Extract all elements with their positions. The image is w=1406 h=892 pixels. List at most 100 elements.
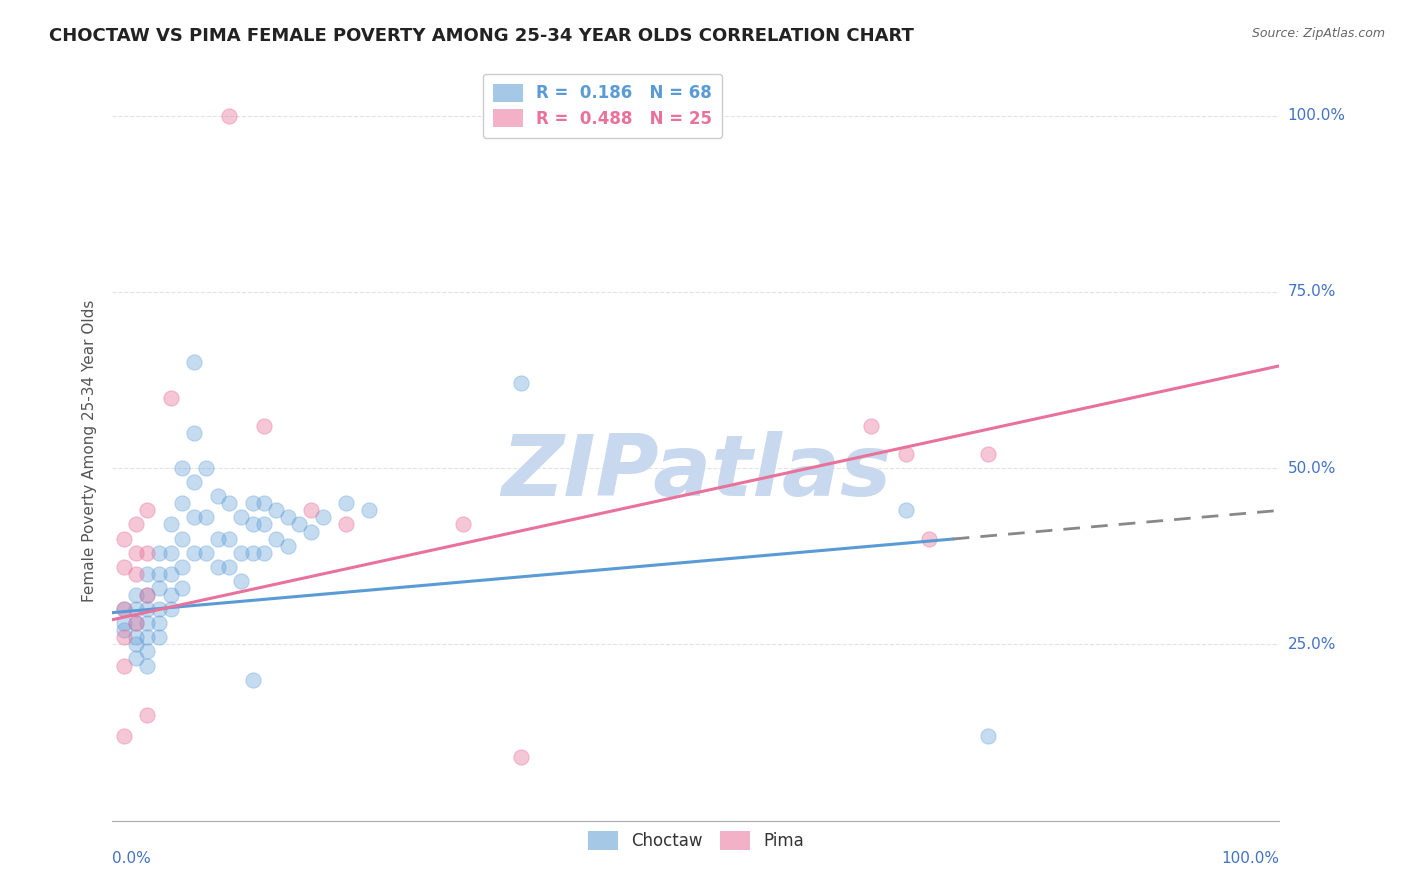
Point [148, 602, 170, 616]
Point [112, 602, 135, 616]
Point [299, 503, 322, 517]
Point [172, 581, 194, 595]
Point [242, 673, 264, 687]
Point [172, 461, 194, 475]
Point [194, 510, 217, 524]
Point [218, 109, 240, 123]
Point [125, 517, 148, 532]
Point [125, 651, 148, 665]
Point [311, 510, 333, 524]
Point [148, 546, 170, 560]
Point [242, 546, 264, 560]
Text: Source: ZipAtlas.com: Source: ZipAtlas.com [1251, 27, 1385, 40]
Point [183, 355, 205, 369]
Point [918, 532, 941, 546]
Point [112, 559, 135, 574]
Point [136, 503, 159, 517]
Text: 25.0%: 25.0% [1288, 637, 1336, 652]
Point [183, 475, 205, 490]
Point [112, 532, 135, 546]
Point [125, 588, 148, 602]
Point [509, 750, 531, 764]
Point [136, 630, 159, 644]
Point [125, 637, 148, 651]
Point [207, 532, 229, 546]
Point [136, 658, 159, 673]
Point [218, 496, 240, 510]
Point [136, 616, 159, 631]
Text: ZIPatlas: ZIPatlas [501, 431, 891, 514]
Point [242, 517, 264, 532]
Point [359, 503, 381, 517]
Point [112, 658, 135, 673]
Point [509, 376, 531, 391]
Point [136, 644, 159, 658]
Point [229, 574, 252, 588]
Point [264, 532, 287, 546]
Point [136, 707, 159, 722]
Point [253, 496, 276, 510]
Point [451, 517, 474, 532]
Point [136, 566, 159, 581]
Point [136, 588, 159, 602]
Point [136, 546, 159, 560]
Point [136, 588, 159, 602]
Point [125, 630, 148, 644]
Text: CHOCTAW VS PIMA FEMALE POVERTY AMONG 25-34 YEAR OLDS CORRELATION CHART: CHOCTAW VS PIMA FEMALE POVERTY AMONG 25-… [49, 27, 914, 45]
Point [136, 602, 159, 616]
Point [160, 588, 183, 602]
Point [160, 602, 183, 616]
Text: 100.0%: 100.0% [1222, 851, 1279, 866]
Point [112, 630, 135, 644]
Point [288, 517, 311, 532]
Point [148, 630, 170, 644]
Y-axis label: Female Poverty Among 25-34 Year Olds: Female Poverty Among 25-34 Year Olds [82, 300, 97, 601]
Point [253, 546, 276, 560]
Legend: Choctaw, Pima: Choctaw, Pima [582, 825, 810, 856]
Point [112, 616, 135, 631]
Point [229, 546, 252, 560]
Point [894, 447, 917, 461]
Point [148, 566, 170, 581]
Point [894, 503, 917, 517]
Point [976, 729, 998, 743]
Point [160, 517, 183, 532]
Point [125, 616, 148, 631]
Text: 100.0%: 100.0% [1288, 108, 1346, 123]
Point [112, 624, 135, 638]
Point [194, 546, 217, 560]
Point [183, 510, 205, 524]
Point [976, 447, 998, 461]
Point [253, 418, 276, 433]
Point [125, 602, 148, 616]
Point [207, 559, 229, 574]
Point [183, 546, 205, 560]
Point [253, 517, 276, 532]
Point [125, 616, 148, 631]
Point [276, 510, 298, 524]
Point [172, 496, 194, 510]
Point [218, 532, 240, 546]
Text: 75.0%: 75.0% [1288, 285, 1336, 300]
Point [207, 489, 229, 503]
Point [160, 391, 183, 405]
Point [125, 546, 148, 560]
Point [112, 602, 135, 616]
Point [242, 496, 264, 510]
Point [335, 517, 357, 532]
Point [160, 566, 183, 581]
Point [218, 559, 240, 574]
Text: 0.0%: 0.0% [112, 851, 152, 866]
Point [172, 559, 194, 574]
Point [335, 496, 357, 510]
Point [264, 503, 287, 517]
Point [276, 539, 298, 553]
Point [172, 532, 194, 546]
Point [148, 616, 170, 631]
Point [229, 510, 252, 524]
Text: 50.0%: 50.0% [1288, 460, 1336, 475]
Point [125, 566, 148, 581]
Point [148, 581, 170, 595]
Point [183, 425, 205, 440]
Point [860, 418, 883, 433]
